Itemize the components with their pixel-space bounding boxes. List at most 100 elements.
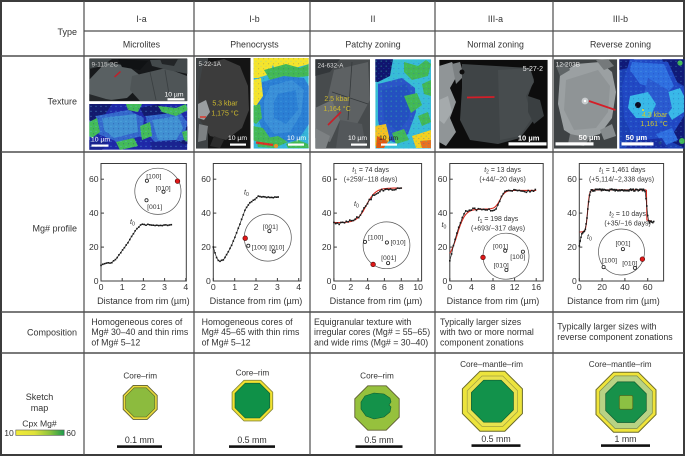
svg-text:60: 60 — [201, 174, 211, 184]
svg-text:Mg# 45–65 with thin rims: Mg# 45–65 with thin rims — [202, 327, 300, 337]
svg-text:0: 0 — [577, 282, 582, 292]
svg-text:III-b: III-b — [613, 14, 628, 24]
svg-text:0.5 mm: 0.5 mm — [364, 435, 393, 445]
svg-text:6: 6 — [382, 282, 387, 292]
svg-text:20: 20 — [322, 242, 332, 252]
svg-text:4.3 kbar: 4.3 kbar — [642, 112, 668, 119]
svg-text:10 µm: 10 µm — [228, 135, 247, 142]
svg-text:1 mm: 1 mm — [615, 434, 637, 444]
svg-text:[100]: [100] — [252, 245, 267, 252]
svg-text:[010]: [010] — [622, 260, 637, 267]
svg-text:map: map — [31, 403, 49, 413]
svg-text:10 µm: 10 µm — [91, 137, 110, 144]
svg-text:(+259/−118 days): (+259/−118 days) — [344, 176, 398, 183]
svg-text:1,161 °C: 1,161 °C — [641, 120, 668, 128]
svg-text:40: 40 — [201, 208, 211, 218]
svg-text:Composition: Composition — [27, 328, 77, 338]
svg-text:[100]: [100] — [510, 254, 525, 261]
svg-text:9-115-2C: 9-115-2C — [92, 62, 119, 69]
svg-text:t0: t0 — [354, 199, 359, 210]
svg-text:4: 4 — [365, 282, 370, 292]
svg-text:24-632-A: 24-632-A — [318, 63, 345, 70]
svg-text:t0: t0 — [130, 217, 135, 228]
svg-text:Distance from rim (µm): Distance from rim (µm) — [447, 296, 540, 306]
svg-text:[010]: [010] — [269, 245, 284, 252]
svg-text:8: 8 — [491, 282, 496, 292]
svg-text:I-a: I-a — [136, 14, 146, 24]
svg-text:Normal zoning: Normal zoning — [467, 40, 524, 50]
svg-text:(+35/−16 days): (+35/−16 days) — [604, 220, 650, 227]
svg-text:Homogeneous cores of: Homogeneous cores of — [91, 317, 183, 327]
svg-text:0: 0 — [331, 282, 336, 292]
svg-text:Reverse zoning: Reverse zoning — [590, 40, 651, 50]
svg-text:[010]: [010] — [391, 240, 406, 247]
svg-text:5-22-1A: 5-22-1A — [199, 61, 222, 68]
svg-text:Typically larger sizes: Typically larger sizes — [440, 317, 522, 327]
svg-text:[001]: [001] — [615, 240, 630, 247]
svg-text:[001]: [001] — [493, 244, 508, 251]
svg-text:40: 40 — [438, 208, 448, 218]
svg-text:Mg# 30–40 and thin rims: Mg# 30–40 and thin rims — [91, 327, 188, 337]
svg-text:5-27-2: 5-27-2 — [523, 66, 543, 73]
svg-text:60: 60 — [567, 174, 577, 184]
svg-text:40: 40 — [89, 208, 99, 218]
svg-text:60: 60 — [438, 174, 448, 184]
svg-text:Homogeneous cores of: Homogeneous cores of — [202, 317, 294, 327]
svg-text:[100]: [100] — [602, 257, 617, 264]
svg-text:[100]: [100] — [146, 173, 161, 180]
svg-text:0.1 mm: 0.1 mm — [125, 435, 154, 445]
svg-text:Distance from rim (µm): Distance from rim (µm) — [210, 296, 303, 306]
svg-text:60: 60 — [89, 174, 99, 184]
svg-text:20: 20 — [89, 242, 99, 252]
svg-text:0: 0 — [211, 282, 216, 292]
svg-text:8: 8 — [399, 282, 404, 292]
svg-text:Sketch: Sketch — [26, 392, 54, 402]
svg-text:60: 60 — [322, 174, 332, 184]
svg-text:t0: t0 — [244, 188, 249, 199]
svg-text:4: 4 — [183, 282, 188, 292]
svg-text:t2 = 10 days: t2 = 10 days — [609, 211, 646, 220]
svg-text:and wide rims (Mg# = 30–40): and wide rims (Mg# = 30–40) — [314, 337, 428, 347]
svg-text:10 µm: 10 µm — [164, 92, 183, 99]
svg-text:Patchy zoning: Patchy zoning — [345, 40, 400, 50]
svg-text:Core–mantle–rim: Core–mantle–rim — [589, 360, 652, 369]
svg-text:0.5 mm: 0.5 mm — [481, 434, 510, 444]
svg-text:Core–mantle–rim: Core–mantle–rim — [460, 360, 523, 369]
svg-text:[001]: [001] — [263, 224, 278, 231]
svg-text:[010]: [010] — [494, 263, 509, 270]
svg-text:t0: t0 — [442, 220, 447, 231]
svg-text:[001]: [001] — [381, 255, 396, 262]
svg-text:0: 0 — [206, 276, 211, 286]
svg-text:Equigranular texture with: Equigranular texture with — [314, 317, 411, 327]
svg-text:0: 0 — [327, 276, 332, 286]
svg-text:10 µm: 10 µm — [518, 134, 540, 143]
svg-text:of Mg# 5–12: of Mg# 5–12 — [202, 337, 251, 347]
svg-text:5.3 kbar: 5.3 kbar — [212, 101, 238, 108]
svg-text:Type: Type — [57, 27, 77, 37]
svg-text:(+693/−317 days): (+693/−317 days) — [471, 226, 525, 233]
svg-text:II: II — [371, 14, 376, 24]
svg-text:0: 0 — [443, 276, 448, 286]
svg-text:1: 1 — [232, 282, 237, 292]
svg-text:3: 3 — [162, 282, 167, 292]
svg-text:10: 10 — [413, 282, 423, 292]
svg-text:1: 1 — [120, 282, 125, 292]
svg-text:0.5 mm: 0.5 mm — [237, 435, 266, 445]
svg-text:t2 = 13 days: t2 = 13 days — [484, 167, 521, 176]
svg-text:Distance from rim (µm): Distance from rim (µm) — [97, 296, 190, 306]
svg-text:[001]: [001] — [147, 204, 162, 211]
svg-text:12: 12 — [510, 282, 520, 292]
svg-text:with two or more normal: with two or more normal — [439, 327, 534, 337]
svg-text:10 µm: 10 µm — [379, 135, 398, 142]
svg-text:20: 20 — [438, 242, 448, 252]
svg-text:reverse component zonations: reverse component zonations — [557, 332, 673, 342]
svg-text:[100]: [100] — [368, 235, 383, 242]
svg-text:[010]: [010] — [156, 186, 171, 193]
svg-text:III-a: III-a — [488, 14, 503, 24]
svg-text:20: 20 — [201, 242, 211, 252]
svg-text:2: 2 — [254, 282, 259, 292]
svg-text:60: 60 — [66, 428, 76, 438]
svg-text:t1 = 1,461 days: t1 = 1,461 days — [599, 167, 646, 176]
svg-text:component zonations: component zonations — [440, 337, 524, 347]
svg-text:Core–rim: Core–rim — [360, 372, 394, 381]
